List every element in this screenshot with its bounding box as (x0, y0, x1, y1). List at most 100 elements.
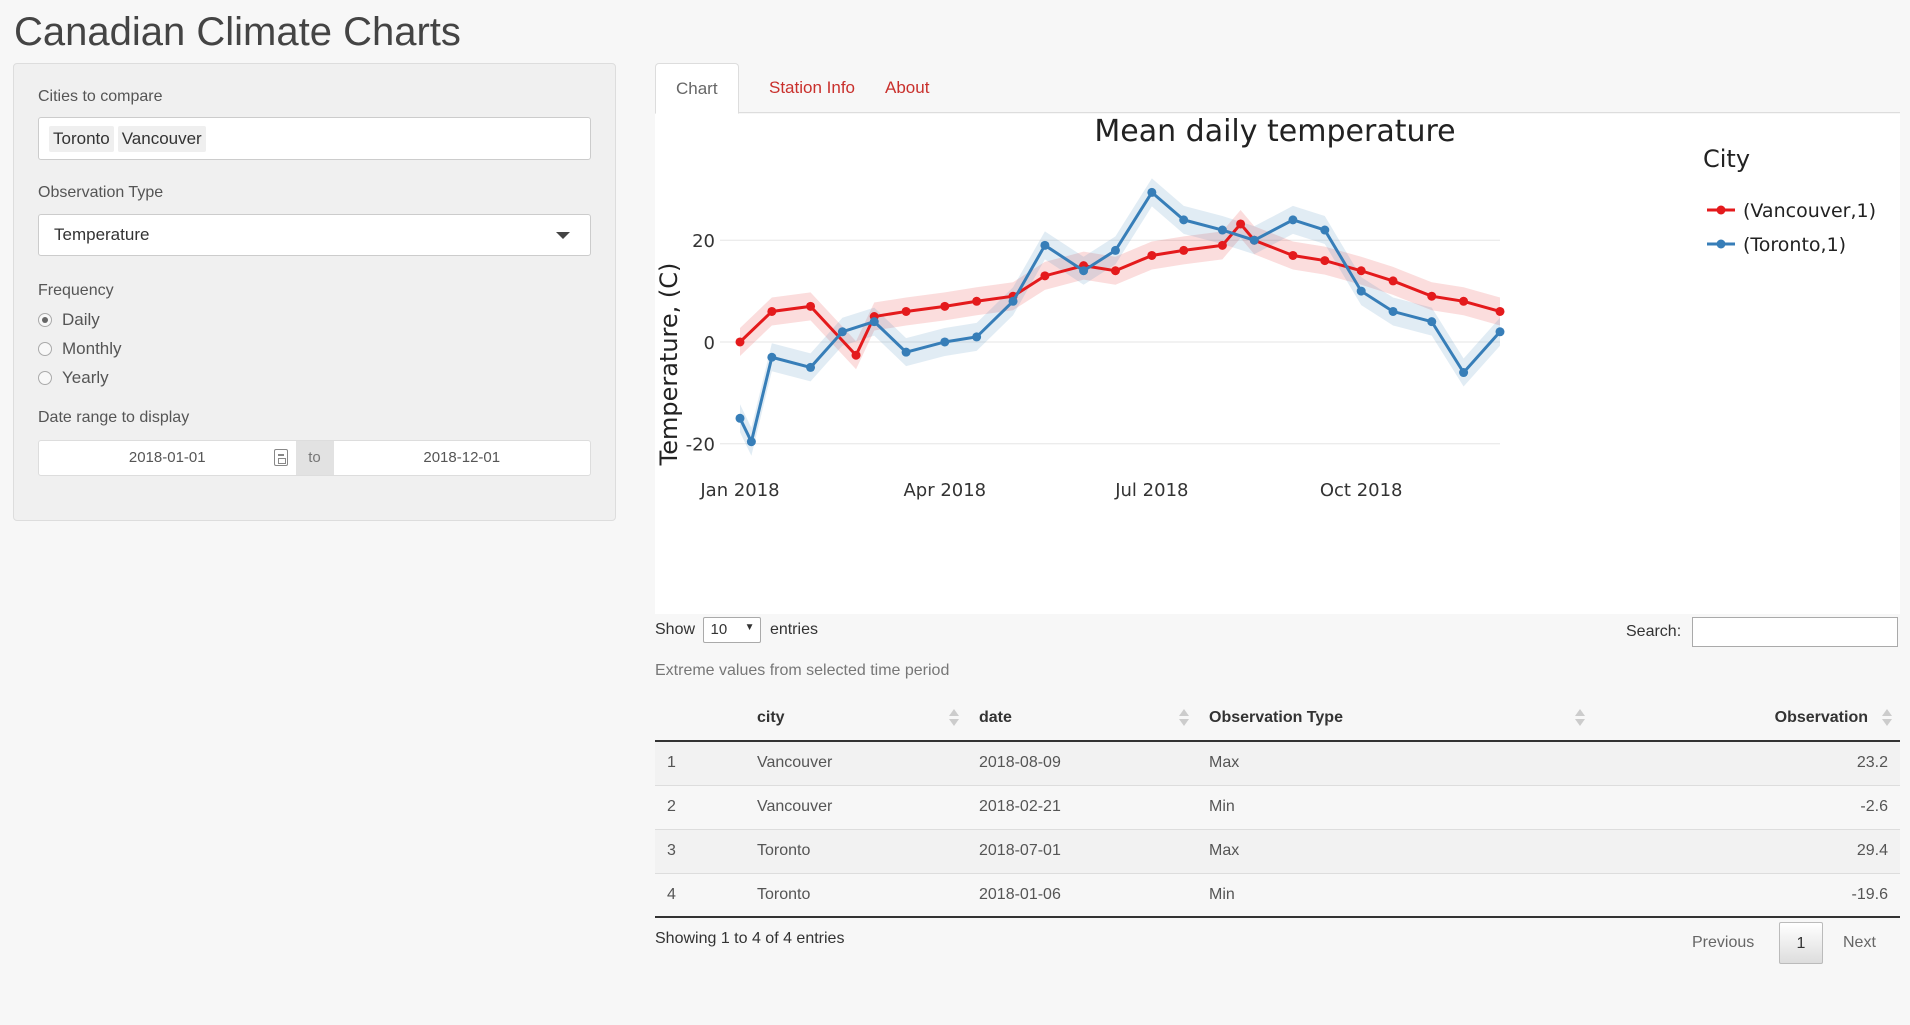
page-1-button[interactable]: 1 (1779, 922, 1823, 964)
frequency-option-monthly[interactable]: Monthly (38, 339, 122, 359)
column-header-label: city (757, 708, 785, 726)
cell-observation: -2.6 (1593, 785, 1900, 830)
frequency-option-label: Yearly (62, 368, 109, 387)
sort-icon[interactable] (949, 709, 959, 727)
series-line (738, 190, 1502, 447)
column-header-observation-type[interactable]: Observation Type (1197, 695, 1593, 742)
frequency-option-yearly[interactable]: Yearly (38, 368, 109, 388)
series-lines (735, 187, 1505, 447)
y-axis-label: Temperature, (C) (655, 263, 683, 467)
data-point (1110, 245, 1120, 255)
series-band (740, 178, 1500, 456)
tab-station-info[interactable]: Station Info (769, 78, 856, 97)
table-info: Showing 1 to 4 of 4 entries (655, 930, 845, 947)
x-tick-label: Jan 2018 (699, 480, 779, 501)
cell-index: 1 (655, 741, 745, 786)
data-point (1288, 250, 1298, 260)
data-point (1110, 266, 1120, 276)
data-point (1459, 368, 1469, 378)
city-tag[interactable]: Toronto (49, 126, 114, 152)
data-point (940, 337, 950, 347)
cell-observation: 23.2 (1593, 741, 1900, 786)
table-row[interactable]: 2 Vancouver 2018-02-21 Min -2.6 (655, 785, 1900, 830)
sort-icon[interactable] (1179, 709, 1189, 727)
date-start-input[interactable]: 2018-01-01 (39, 441, 296, 475)
page-title: Canadian Climate Charts (14, 10, 461, 54)
cell-observation: -19.6 (1593, 873, 1900, 918)
column-header-index (655, 695, 745, 742)
data-point (972, 296, 982, 306)
column-header-city[interactable]: city (745, 695, 967, 742)
calendar-icon[interactable] (273, 449, 288, 466)
previous-page-button[interactable]: Previous (1692, 934, 1755, 951)
search-control: Search: (1626, 617, 1898, 647)
tab-about[interactable]: About (885, 78, 930, 97)
frequency-option-label: Daily (62, 310, 100, 329)
date-end-value: 2018-12-01 (423, 449, 501, 466)
city-tag[interactable]: Vancouver (117, 126, 206, 152)
data-point (1356, 286, 1366, 296)
data-point (1288, 215, 1298, 225)
date-start-value: 2018-01-01 (128, 449, 206, 466)
tab-chart[interactable]: Chart (655, 63, 739, 114)
legend-marker (1716, 239, 1726, 249)
data-point (1217, 225, 1227, 235)
show-label: Show (655, 621, 696, 639)
table-row[interactable]: 1 Vancouver 2018-08-09 Max 23.2 (655, 741, 1900, 786)
data-point (1459, 296, 1469, 306)
temperature-chart: Mean daily temperature Temperature, (C) … (655, 114, 1876, 501)
data-point (940, 301, 950, 311)
x-tick-label: Oct 2018 (1320, 480, 1403, 501)
search-label: Search: (1626, 623, 1682, 641)
legend[interactable]: (Vancouver,1) (Toronto,1) (1707, 200, 1876, 256)
frequency-option-label: Monthly (62, 339, 122, 358)
cell-city: Toronto (745, 873, 967, 918)
caret-down-icon (556, 232, 570, 239)
data-point (1179, 245, 1189, 255)
y-axis: 20 0 -20 (686, 231, 715, 456)
column-header-label: Observation Type (1209, 708, 1343, 726)
grid (720, 239, 1500, 445)
data-point (1388, 306, 1398, 316)
date-range-input: 2018-01-01 to 2018-12-01 (38, 440, 591, 476)
x-tick-label: Jul 2018 (1114, 480, 1188, 501)
observation-type-select[interactable]: Temperature (38, 214, 591, 256)
next-page-button[interactable]: Next (1843, 934, 1876, 951)
table-row[interactable]: 4 Toronto 2018-01-06 Min -19.6 (655, 873, 1900, 918)
chart-title: Mean daily temperature (1094, 114, 1455, 149)
cell-observation-type: Max (1197, 741, 1593, 786)
sort-icon[interactable] (1882, 709, 1892, 727)
cell-date: 2018-01-06 (967, 873, 1197, 918)
data-point (901, 347, 911, 357)
data-point (746, 437, 756, 447)
sort-icon[interactable] (1575, 709, 1585, 727)
entries-label: entries (769, 621, 818, 639)
cities-select[interactable]: Toronto Vancouver (38, 117, 591, 160)
data-point (767, 352, 777, 362)
observation-type-value: Temperature (54, 225, 150, 244)
legend-title: City (1703, 145, 1750, 173)
series-band (740, 209, 1500, 370)
data-point (1179, 215, 1189, 225)
data-point (1217, 240, 1227, 250)
cell-observation-type: Min (1197, 873, 1593, 918)
data-point (1147, 250, 1157, 260)
radio-icon[interactable] (38, 342, 52, 356)
search-input[interactable] (1691, 617, 1898, 647)
entries-length-select[interactable]: 10 (703, 617, 762, 643)
cell-observation: 29.4 (1593, 829, 1900, 874)
x-axis: Jan 2018 Apr 2018 Jul 2018 Oct 2018 (699, 480, 1402, 501)
data-point (1040, 271, 1050, 281)
table-row[interactable]: 3 Toronto 2018-07-01 Max 29.4 (655, 829, 1900, 874)
frequency-option-daily[interactable]: Daily (38, 310, 100, 330)
column-header-date[interactable]: date (967, 695, 1197, 742)
radio-selected-icon[interactable] (38, 313, 52, 327)
data-point (735, 413, 745, 423)
date-end-input[interactable]: 2018-12-01 (334, 441, 591, 475)
data-point (767, 306, 777, 316)
radio-icon[interactable] (38, 371, 52, 385)
data-point (1320, 256, 1330, 266)
column-header-observation[interactable]: Observation (1593, 695, 1900, 742)
chart-area: Mean daily temperature Temperature, (C) … (655, 114, 1900, 614)
data-point (851, 350, 861, 360)
